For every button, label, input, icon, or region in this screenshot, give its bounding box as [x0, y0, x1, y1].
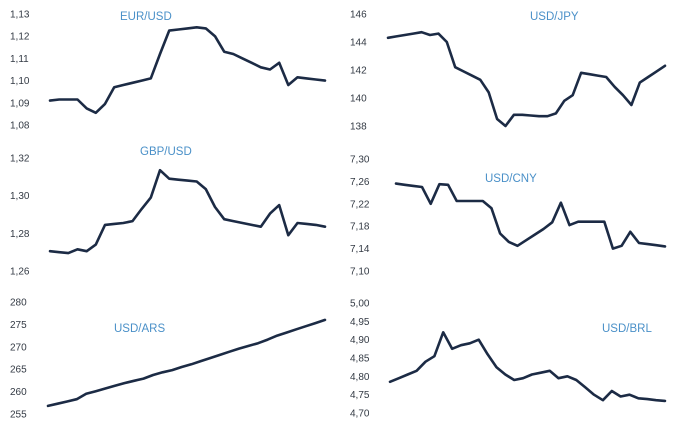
y-tick-label: 7,14: [350, 244, 370, 255]
series-line-usd-jpy: [386, 30, 667, 128]
y-tick-label: 260: [10, 387, 27, 398]
panel-gbp-usd: 1,32 1,30 1,28 1,26 GBP/USD: [10, 146, 327, 278]
y-tick-label: 142: [350, 66, 367, 77]
chart-title: EUR/USD: [120, 11, 172, 23]
y-tick-label: 1,28: [10, 229, 30, 240]
y-tick-label: 7,26: [350, 177, 370, 188]
y-tick-label: 1,30: [10, 191, 30, 202]
y-tick-label: 1,11: [10, 54, 29, 65]
y-tick-label: 4,80: [350, 372, 370, 383]
chart-title: USD/CNY: [485, 173, 537, 185]
y-tick-label: 138: [350, 122, 367, 133]
y-tick-label: 1,13: [10, 10, 30, 21]
y-tick-label: 4,75: [350, 390, 370, 401]
series-line-usd-ars: [46, 318, 327, 408]
y-tick-label: 4,70: [350, 409, 370, 420]
chart-title: USD/BRL: [602, 323, 652, 335]
chart-title: USD/JPY: [530, 11, 579, 23]
panel-usd-jpy: 146 144 142 140 138 USD/JPY: [350, 10, 667, 133]
chart-title: USD/ARS: [114, 323, 165, 335]
y-tick-label: 144: [350, 38, 367, 49]
panel-usd-cny: 7,30 7,26 7,22 7,18 7,14 7,10 USD/CNY: [350, 155, 667, 278]
y-tick-label: 4,95: [350, 317, 370, 328]
y-tick-label: 140: [350, 94, 367, 105]
y-tick-label: 1,09: [10, 98, 30, 109]
y-tick-label: 1,26: [10, 267, 30, 278]
series-line-gbp-usd: [48, 168, 327, 255]
y-tick-label: 7,22: [350, 199, 370, 210]
y-tick-label: 1,08: [10, 121, 30, 132]
y-tick-label: 1,10: [10, 76, 30, 87]
y-tick-label: 4,85: [350, 354, 370, 365]
panel-usd-ars: 280 275 270 265 260 255 USD/ARS: [10, 298, 327, 421]
y-tick-label: 5,00: [350, 299, 370, 310]
panel-usd-brl: 5,00 4,95 4,90 4,85 4,80 4,75 4,70 USD/BRL: [350, 299, 667, 420]
y-tick-label: 146: [350, 10, 367, 21]
chart-title: GBP/USD: [140, 146, 192, 158]
y-tick-label: 255: [10, 410, 27, 421]
y-tick-label: 270: [10, 342, 27, 353]
y-tick-label: 4,90: [350, 335, 370, 346]
y-tick-label: 1,12: [10, 32, 30, 43]
y-tick-label: 280: [10, 298, 27, 309]
y-tick-label: 1,32: [10, 154, 30, 165]
panel-eur-usd: 1,13 1,12 1,11 1,10 1,09 1,08 EUR/USD: [10, 10, 327, 132]
y-tick-label: 7,30: [350, 155, 370, 166]
series-line-usd-brl: [388, 330, 667, 403]
y-tick-label: 7,10: [350, 267, 370, 278]
y-tick-label: 7,18: [350, 222, 370, 233]
y-tick-label: 275: [10, 320, 27, 331]
y-tick-label: 265: [10, 365, 27, 376]
series-line-eur-usd: [48, 25, 327, 115]
series-line-usd-cny: [394, 182, 667, 250]
